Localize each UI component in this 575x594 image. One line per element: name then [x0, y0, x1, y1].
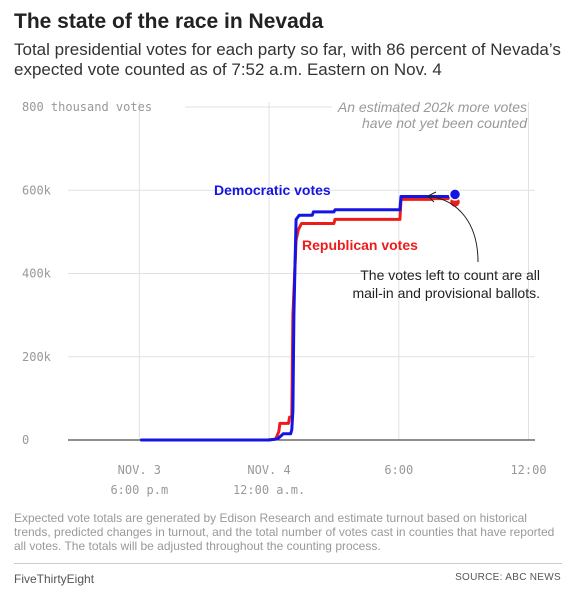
republican-line — [140, 197, 457, 442]
chart-subtitle: Total presidential votes for each party … — [14, 40, 561, 79]
y-tick-label: 800 thousand votes — [22, 100, 152, 114]
democratic-end-marker — [448, 188, 462, 201]
x-tick-label: NOV. 4 — [247, 463, 290, 477]
x-tick-label: 6:00 p.m — [110, 483, 168, 497]
callout-text: mail-in and provisional ballots. — [352, 285, 540, 301]
democratic-line — [140, 192, 457, 442]
footer-divider — [14, 563, 562, 564]
remaining-votes-note: have not yet been counted — [362, 115, 528, 131]
callout-arrowhead — [427, 191, 437, 203]
y-tick-label: 0 — [22, 433, 29, 447]
republican-series-label: Republican votes — [302, 237, 418, 253]
y-tick-label: 200k — [22, 350, 52, 364]
footnote: Expected vote totals are generated by Ed… — [14, 511, 555, 553]
y-tick-label: 600k — [22, 183, 52, 197]
democratic-series-label: Democratic votes — [214, 182, 331, 198]
callout-text: The votes left to count are all — [360, 267, 540, 283]
callout-arrow — [427, 195, 479, 263]
x-tick-label: 12:00 a.m. — [233, 483, 305, 497]
line-chart: 0 200k 400k 600k 800 thousand votes NOV. 3 6:0… — [22, 99, 547, 497]
source-label: SOURCE: ABC NEWS — [455, 572, 561, 583]
x-tick-label: 6:00 — [384, 463, 413, 477]
x-tick-label: 12:00 — [510, 463, 546, 477]
remaining-votes-note: An estimated 202k more votes — [337, 99, 527, 115]
chart-title: The state of the race in Nevada — [14, 10, 324, 33]
brand-label: FiveThirtyEight — [14, 572, 95, 586]
x-tick-label: NOV. 3 — [118, 463, 161, 477]
y-tick-label: 400k — [22, 267, 52, 281]
